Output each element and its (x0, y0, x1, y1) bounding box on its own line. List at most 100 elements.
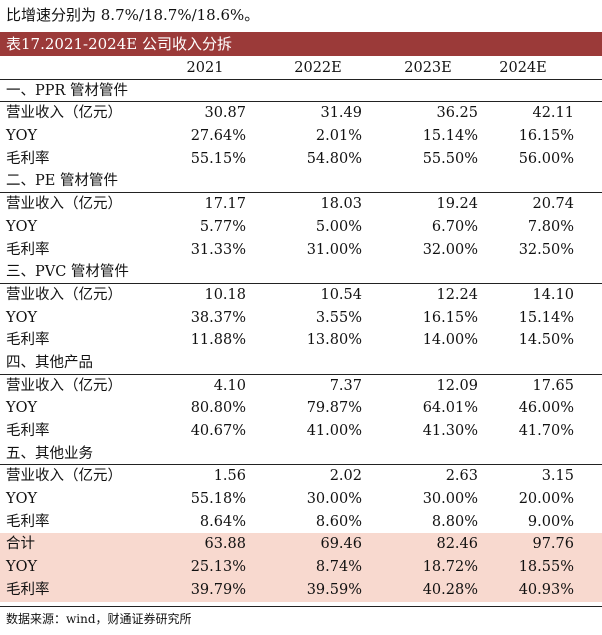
table-row: 毛利率 55.15% 54.80% 55.50% 56.00% (0, 148, 602, 171)
table-cell: 39.59% (306, 581, 362, 598)
row-label: 毛利率 (6, 513, 50, 530)
table-cell: 14.00% (422, 332, 478, 349)
table-cell: 12.24 (436, 286, 478, 303)
row-label: YOY (6, 400, 38, 417)
table-cell: 41.30% (422, 423, 478, 439)
table-cell: 64.01% (422, 400, 478, 417)
column-header: 2024E (499, 60, 547, 76)
table-cell: 16.15% (518, 128, 574, 145)
section-header-row: 三、PVC 管材管件 (0, 261, 602, 284)
table-cell: 10.54 (320, 286, 362, 303)
table-cell: 15.14% (422, 128, 478, 145)
table-cell: 82.46 (436, 536, 478, 553)
table-cell: 31.49 (320, 105, 362, 122)
table-cell: 7.80% (527, 218, 574, 235)
table-cell: 30.87 (204, 105, 246, 122)
table-row: 毛利率 40.67% 41.00% 41.30% 41.70% (0, 420, 602, 443)
table-cell: 5.00% (315, 218, 362, 235)
table-cell: 41.00% (306, 423, 362, 439)
table-cell: 1.56 (213, 468, 246, 485)
table-cell: 31.33% (190, 241, 246, 258)
row-label: 营业收入（亿元） (6, 468, 122, 485)
table-cell: 54.80% (306, 150, 362, 167)
table-cell: 18.72% (422, 559, 478, 576)
table-cell: 6.70% (431, 218, 478, 235)
table-cell: 8.64% (199, 513, 246, 530)
table-cell: 14.10 (532, 286, 574, 303)
table-cell: 32.50% (518, 241, 574, 258)
table-cell: 10.18 (204, 286, 246, 303)
table-row: 毛利率 31.33% 31.00% 32.00% 32.50% (0, 239, 602, 262)
table-cell: 17.17 (204, 196, 246, 213)
table-cell: 32.00% (422, 241, 478, 258)
table-cell: 97.76 (532, 536, 574, 553)
row-label: YOY (6, 128, 38, 145)
section-title: 五、其他业务 (6, 445, 93, 462)
table-cell: 40.67% (190, 423, 246, 439)
section-header-row: 五、其他业务 (0, 443, 602, 466)
row-label: 营业收入（亿元） (6, 196, 122, 213)
table-cell: 8.74% (315, 559, 362, 576)
row-label: 营业收入（亿元） (6, 105, 122, 122)
section-title: 三、PVC 管材管件 (6, 264, 129, 281)
table-cell: 7.37 (329, 377, 362, 394)
table-cell: 3.15 (541, 468, 574, 485)
table-cell: 36.25 (436, 105, 478, 122)
source-note: 数据来源：wind，财通证券研究所 (6, 612, 192, 626)
section-header-row: 一、PPR 管材管件 (0, 80, 602, 103)
total-row: YOY 25.13% 8.74% 18.72% 18.55% (0, 556, 602, 579)
table-cell: 56.00% (518, 150, 574, 167)
total-row: 合计 63.88 69.46 82.46 97.76 (0, 533, 602, 557)
table-cell: 80.80% (190, 400, 246, 417)
table-row: 毛利率 11.88% 13.80% 14.00% 14.50% (0, 329, 602, 352)
table-row: 毛利率 8.64% 8.60% 8.80% 9.00% (0, 511, 602, 534)
table-cell: 13.80% (306, 332, 362, 349)
section-header-row: 二、PE 管材管件 (0, 170, 602, 194)
row-label: YOY (6, 309, 38, 326)
table-cell: 2.01% (315, 128, 362, 145)
table-cell: 30.00% (422, 491, 478, 508)
table-cell: 20.74 (532, 196, 574, 213)
section-title: 一、PPR 管材管件 (6, 82, 129, 99)
table-cell: 27.64% (190, 128, 246, 145)
table-cell: 40.28% (422, 581, 478, 598)
table-row: YOY 80.80% 79.87% 64.01% 46.00% (0, 397, 602, 420)
row-label: 毛利率 (6, 241, 50, 258)
section-title: 二、PE 管材管件 (6, 173, 118, 190)
table-cell: 2.02 (329, 468, 362, 485)
table-cell: 18.03 (320, 196, 362, 213)
table-cell: 46.00% (518, 400, 574, 417)
column-header: 2022E (294, 60, 342, 76)
table-row: 营业收入（亿元） 17.17 18.03 19.24 20.74 (0, 193, 602, 216)
row-label: 营业收入（亿元） (6, 377, 122, 394)
row-label: 毛利率 (6, 150, 50, 167)
section-header-row: 四、其他产品 (0, 352, 602, 375)
table-cell: 8.60% (315, 513, 362, 530)
column-header: 2021 (186, 60, 224, 76)
table-row: 营业收入（亿元） 30.87 31.49 36.25 42.11 (0, 102, 602, 125)
table-row: YOY 55.18% 30.00% 30.00% 20.00% (0, 488, 602, 511)
table-cell: 30.00% (306, 491, 362, 508)
table-cell: 55.15% (190, 150, 246, 167)
table-cell: 17.65 (532, 377, 574, 394)
table-cell: 25.13% (190, 559, 246, 576)
table-row: YOY 27.64% 2.01% 15.14% 16.15% (0, 125, 602, 148)
column-header: 2023E (404, 60, 452, 76)
table-cell: 42.11 (532, 105, 574, 122)
table-row: 营业收入（亿元） 10.18 10.54 12.24 14.10 (0, 284, 602, 307)
section-title: 四、其他产品 (6, 354, 93, 371)
table-cell: 5.77% (199, 218, 246, 235)
table-cell: 69.46 (320, 536, 362, 553)
row-label: 营业收入（亿元） (6, 286, 122, 303)
row-label: 毛利率 (6, 423, 50, 439)
table-row: 营业收入（亿元） 1.56 2.02 2.63 3.15 (0, 465, 602, 488)
table-row: YOY 5.77% 5.00% 6.70% 7.80% (0, 216, 602, 239)
table-cell: 38.37% (190, 309, 246, 326)
intro-text: 比增速分别为 8.7%/18.7%/18.6%。 (6, 6, 260, 24)
table-cell: 15.14% (518, 309, 574, 326)
table-cell: 31.00% (306, 241, 362, 258)
table-cell: 8.80% (431, 513, 478, 530)
revenue-table: 2021 2022E 2023E 2024E 一、PPR 管材管件 营业收入（亿元… (0, 57, 602, 602)
table-cell: 3.55% (315, 309, 362, 326)
table-cell: 55.50% (422, 150, 478, 167)
